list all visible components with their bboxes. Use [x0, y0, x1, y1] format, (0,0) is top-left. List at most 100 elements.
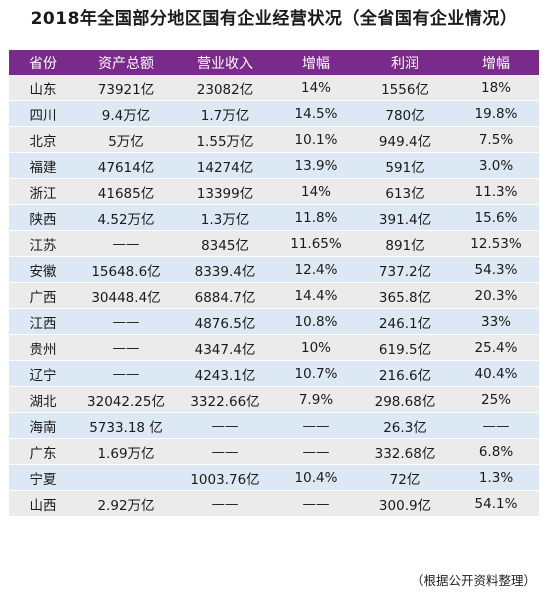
revenue-growth-cell: 13.9%	[275, 152, 357, 179]
revenue-cell: 14274亿	[175, 152, 275, 179]
column-header-revenue-growth: 增幅	[275, 50, 357, 75]
total-assets-cell: 5733.18 亿	[77, 412, 175, 439]
profit-growth-cell: 11.3%	[453, 178, 539, 205]
profit-cell: 1556亿	[357, 75, 453, 101]
total-assets-cell: ——	[77, 230, 175, 257]
table-row: 山东 73921亿 23082亿 14% 1556亿 18%	[9, 75, 539, 101]
revenue-growth-cell: 14%	[275, 178, 357, 205]
total-assets-cell: 15648.6亿	[77, 256, 175, 283]
total-assets-cell: 9.4万亿	[77, 100, 175, 127]
profit-cell: 780亿	[357, 100, 453, 127]
profit-cell: 391.4亿	[357, 204, 453, 231]
revenue-cell: 3322.66亿	[175, 386, 275, 413]
column-header-revenue: 营业收入	[175, 50, 275, 75]
total-assets-cell: ——	[77, 308, 175, 335]
province-cell: 浙江	[9, 178, 77, 205]
province-cell: 安徽	[9, 256, 77, 283]
header-row: 省份 资产总额 营业收入 增幅 利润 增幅	[9, 50, 539, 75]
province-cell: 宁夏	[9, 464, 77, 491]
province-cell: 福建	[9, 152, 77, 179]
profit-growth-cell: 20.3%	[453, 282, 539, 309]
column-header-total-assets: 资产总额	[77, 50, 175, 75]
revenue-growth-cell: 10.8%	[275, 308, 357, 335]
revenue-cell: 6884.7亿	[175, 282, 275, 309]
profit-growth-cell: 25%	[453, 386, 539, 413]
table-row: 贵州 —— 4347.4亿 10% 619.5亿 25.4%	[9, 334, 539, 361]
province-cell: 湖北	[9, 386, 77, 413]
total-assets-cell: 32042.25亿	[77, 386, 175, 413]
profit-cell: 298.68亿	[357, 386, 453, 413]
revenue-cell: ——	[175, 490, 275, 517]
table-row: 福建 47614亿 14274亿 13.9% 591亿 3.0%	[9, 152, 539, 179]
total-assets-cell: 41685亿	[77, 178, 175, 205]
profit-growth-cell: 54.3%	[453, 256, 539, 283]
table-row: 广西 30448.4亿 6884.7亿 14.4% 365.8亿 20.3%	[9, 282, 539, 309]
profit-cell: 300.9亿	[357, 490, 453, 517]
column-header-profit-growth: 增幅	[453, 50, 539, 75]
revenue-cell: 1.7万亿	[175, 100, 275, 127]
profit-growth-cell: 6.8%	[453, 438, 539, 465]
total-assets-cell: 73921亿	[77, 75, 175, 101]
total-assets-cell: 30448.4亿	[77, 282, 175, 309]
province-cell: 广西	[9, 282, 77, 309]
column-header-profit: 利润	[357, 50, 453, 75]
revenue-growth-cell: 11.65%	[275, 230, 357, 257]
revenue-growth-cell: 10.4%	[275, 464, 357, 491]
profit-cell: 72亿	[357, 464, 453, 491]
profit-growth-cell: 19.8%	[453, 100, 539, 127]
province-cell: 山东	[9, 75, 77, 101]
table-row: 江苏 —— 8345亿 11.65% 891亿 12.53%	[9, 230, 539, 257]
revenue-cell: 1.55万亿	[175, 126, 275, 153]
revenue-cell: 8345亿	[175, 230, 275, 257]
revenue-growth-cell: ——	[275, 412, 357, 439]
revenue-growth-cell: 14.4%	[275, 282, 357, 309]
revenue-cell: ——	[175, 438, 275, 465]
profit-growth-cell: 1.3%	[453, 464, 539, 491]
profit-cell: 246.1亿	[357, 308, 453, 335]
revenue-growth-cell: 10.1%	[275, 126, 357, 153]
province-cell: 海南	[9, 412, 77, 439]
profit-growth-cell: ——	[453, 412, 539, 439]
revenue-growth-cell: 11.8%	[275, 204, 357, 231]
revenue-growth-cell: ——	[275, 438, 357, 465]
revenue-growth-cell: ——	[275, 490, 357, 517]
table-row: 宁夏 1003.76亿 10.4% 72亿 1.3%	[9, 464, 539, 491]
profit-growth-cell: 12.53%	[453, 230, 539, 257]
profit-cell: 365.8亿	[357, 282, 453, 309]
table-row: 浙江 41685亿 13399亿 14% 613亿 11.3%	[9, 178, 539, 205]
table-row: 山西 2.92万亿 —— —— 300.9亿 54.1%	[9, 490, 539, 517]
revenue-cell: 1.3万亿	[175, 204, 275, 231]
province-cell: 北京	[9, 126, 77, 153]
province-cell: 辽宁	[9, 360, 77, 387]
total-assets-cell: 47614亿	[77, 152, 175, 179]
total-assets-cell: ——	[77, 334, 175, 361]
province-cell: 贵州	[9, 334, 77, 361]
page-title: 2018年全国部分地区国有企业经营状况（全省国有企业情况）	[30, 9, 518, 29]
profit-growth-cell: 3.0%	[453, 152, 539, 179]
table-row: 安徽 15648.6亿 8339.4亿 12.4% 737.2亿 54.3%	[9, 256, 539, 283]
table-row: 湖北 32042.25亿 3322.66亿 7.9% 298.68亿 25%	[9, 386, 539, 413]
source-note: （根据公开资料整理）	[410, 573, 536, 588]
profit-growth-cell: 15.6%	[453, 204, 539, 231]
profit-growth-cell: 54.1%	[453, 490, 539, 517]
revenue-cell: 4347.4亿	[175, 334, 275, 361]
revenue-growth-cell: 10%	[275, 334, 357, 361]
profit-growth-cell: 25.4%	[453, 334, 539, 361]
revenue-cell: 4243.1亿	[175, 360, 275, 387]
total-assets-cell: 1.69万亿	[77, 438, 175, 465]
column-header-province: 省份	[9, 50, 77, 75]
total-assets-cell	[77, 464, 175, 491]
profit-cell: 891亿	[357, 230, 453, 257]
total-assets-cell: 2.92万亿	[77, 490, 175, 517]
profit-cell: 619.5亿	[357, 334, 453, 361]
profit-growth-cell: 33%	[453, 308, 539, 335]
revenue-growth-cell: 7.9%	[275, 386, 357, 413]
profit-cell: 613亿	[357, 178, 453, 205]
table-row: 广东 1.69万亿 —— —— 332.68亿 6.8%	[9, 438, 539, 465]
province-cell: 广东	[9, 438, 77, 465]
province-cell: 陕西	[9, 204, 77, 231]
profit-cell: 737.2亿	[357, 256, 453, 283]
soe-table: 省份 资产总额 营业收入 增幅 利润 增幅 山东 73921亿 23082亿 14% 1…	[9, 50, 539, 517]
revenue-cell: 1003.76亿	[175, 464, 275, 491]
profit-growth-cell: 7.5%	[453, 126, 539, 153]
